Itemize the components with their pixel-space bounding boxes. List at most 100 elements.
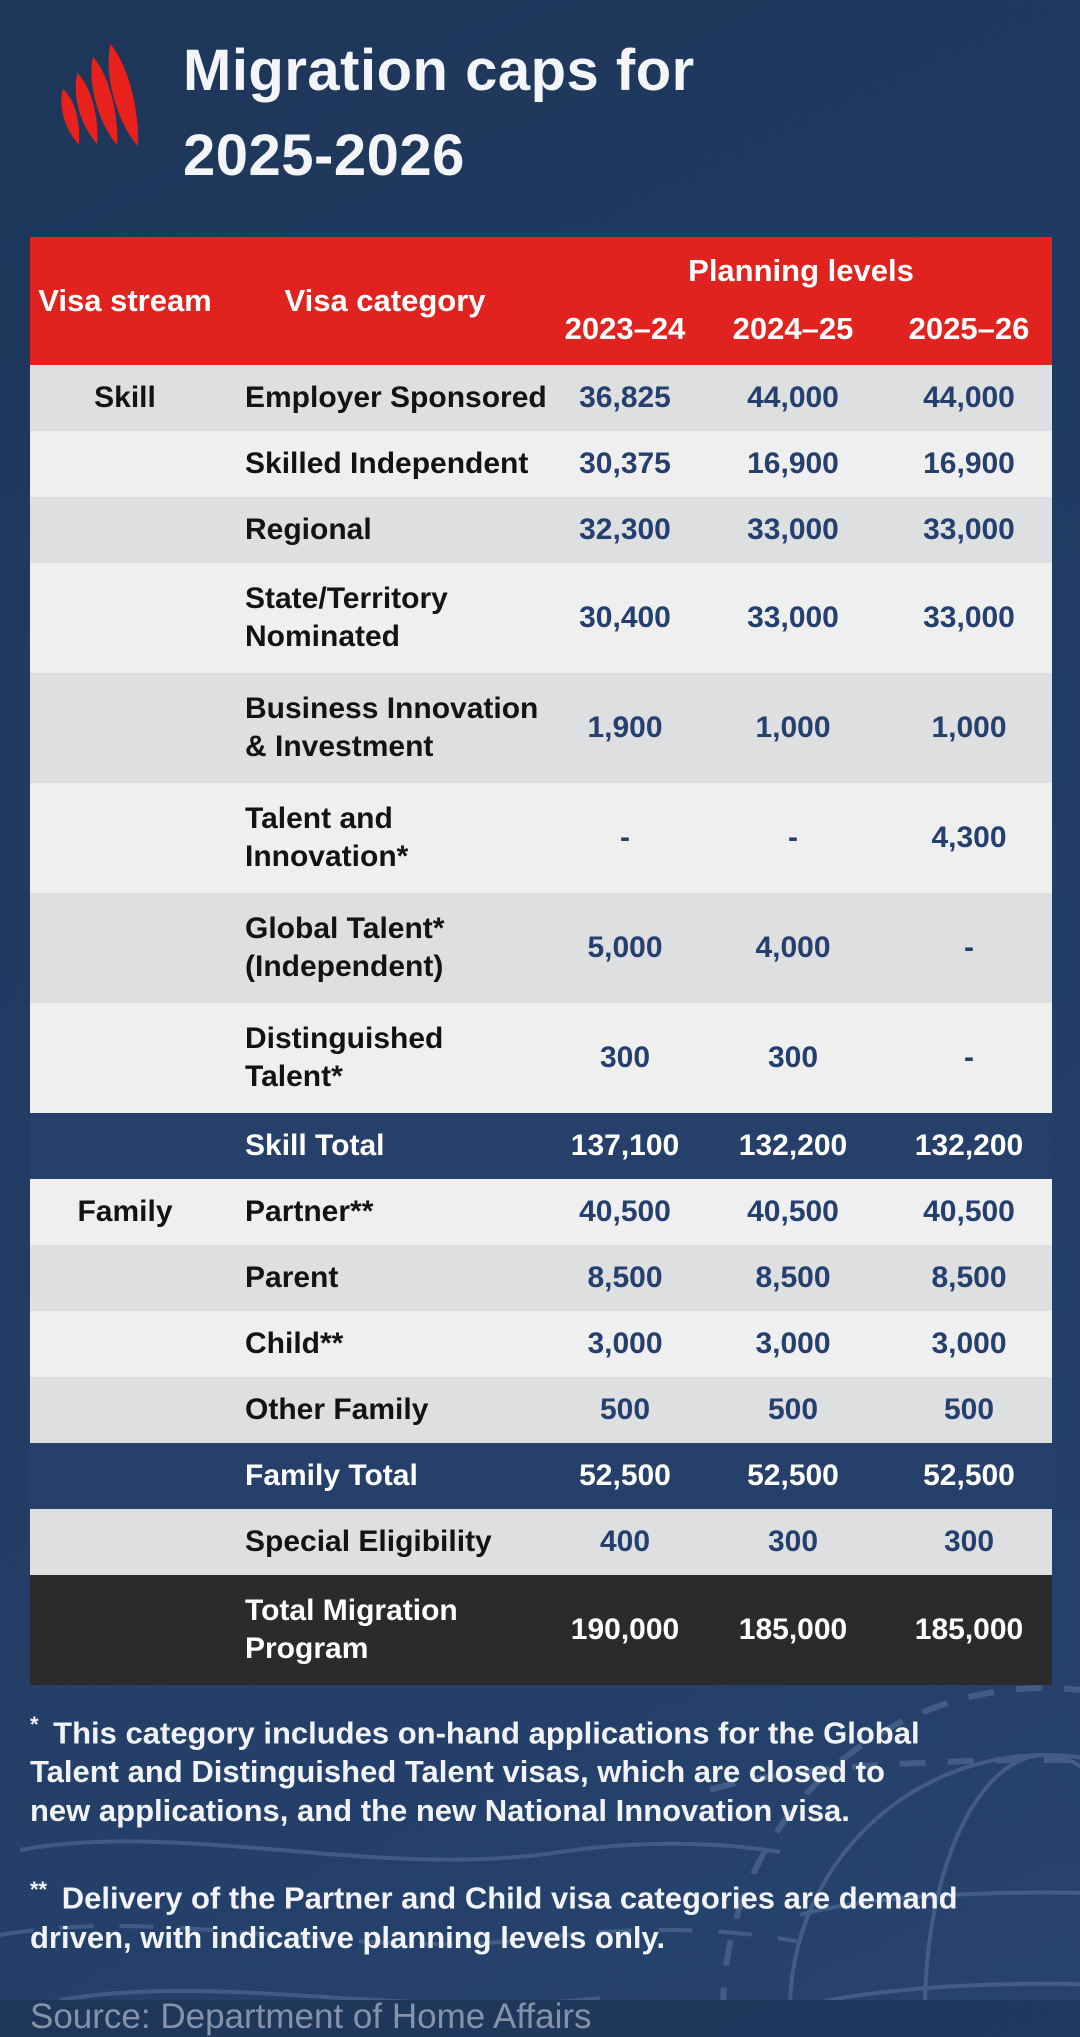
value-cell-year-2: 33,000: [923, 513, 1015, 546]
table-row: Child** 3,000 3,000 3,000: [30, 1311, 1052, 1377]
value-cell-year-2: 16,900: [923, 447, 1015, 480]
value-cell-year-1: 185,000: [738, 1613, 848, 1646]
page-title: Migration caps for 2025-2026: [183, 28, 695, 198]
value-cell-year-1: 16,900: [747, 447, 839, 480]
value-cell-year-0: 8,500: [587, 1261, 663, 1294]
value-cell-year-1: 52,500: [747, 1459, 839, 1492]
footnote-marker: **: [30, 1877, 48, 1903]
visa-category-cell: Skill Total: [245, 1129, 385, 1162]
value-cell-year-0: 137,100: [570, 1129, 680, 1162]
visa-category-cell: Regional: [245, 513, 372, 546]
value-cell-year-2: 1,000: [931, 711, 1007, 744]
value-cell-year-1: 40,500: [747, 1195, 839, 1228]
value-cell-year-1: 44,000: [747, 381, 839, 414]
value-cell-year-2: 500: [943, 1393, 995, 1426]
value-cell-year-1: 8,500: [755, 1261, 831, 1294]
visa-category-cell: Child**: [245, 1327, 344, 1360]
table-row: Regional 32,300 33,000 33,000: [30, 497, 1052, 563]
value-cell-year-0: 3,000: [587, 1327, 663, 1360]
table-row: Family Partner** 40,500 40,500 40,500: [30, 1179, 1052, 1245]
table-row: Skilled Independent 30,375 16,900 16,900: [30, 431, 1052, 497]
value-cell-year-0: 190,000: [570, 1613, 680, 1646]
value-cell-year-1: 33,000: [747, 601, 839, 634]
value-cell-year-2: 132,200: [914, 1129, 1024, 1162]
visa-category-cell: Talent and Innovation*: [245, 802, 409, 873]
sbs-logo-icon: [61, 44, 139, 147]
value-cell-year-0: 5,000: [587, 931, 663, 964]
visa-category-cell: Other Family: [245, 1393, 429, 1426]
value-cell-year-2: 4,300: [931, 821, 1007, 854]
col-header-year-2025-26: 2025–26: [908, 311, 1030, 346]
visa-category-cell: Parent: [245, 1261, 339, 1294]
footnote-marker: *: [30, 1712, 39, 1737]
value-cell-year-0: 400: [599, 1525, 651, 1558]
visa-category-cell: Total Migration Program: [245, 1594, 458, 1665]
value-cell-year-0: 30,375: [579, 447, 671, 480]
table-row: Special Eligibility 400 300 300: [30, 1509, 1052, 1575]
value-cell-year-2: 3,000: [931, 1327, 1007, 1360]
value-cell-year-0: 40,500: [579, 1195, 671, 1228]
footnote: * This category includes on-hand applica…: [30, 1712, 920, 1829]
visa-stream-cell: Skill: [94, 381, 156, 414]
visa-category-cell: Family Total: [245, 1459, 418, 1492]
value-cell-year-2: -: [964, 931, 974, 964]
table-row: State/Territory Nominated 30,400 33,000 33,…: [30, 563, 1052, 673]
col-header-year-2023-24: 2023–24: [564, 311, 686, 346]
visa-category-cell: Skilled Independent: [245, 447, 529, 480]
source-credit: Source: Department of Home Affairs: [30, 1996, 592, 2036]
value-cell-year-1: 300: [767, 1525, 819, 1558]
table-row: Business Innovation & Investment 1,900 1,0…: [30, 673, 1052, 783]
value-cell-year-1: 3,000: [755, 1327, 831, 1360]
value-cell-year-0: 30,400: [579, 601, 671, 634]
table-row: Global Talent* (Independent) 5,000 4,000 -: [30, 893, 1052, 1003]
value-cell-year-2: 300: [943, 1525, 995, 1558]
table-body: Skill Employer Sponsored 36,825 44,000 44,00…: [30, 365, 1052, 1685]
table-row: Family Total 52,500 52,500 52,500: [30, 1443, 1052, 1509]
visa-category-cell: Distinguished Talent*: [245, 1022, 444, 1093]
visa-category-cell: Employer Sponsored: [245, 381, 547, 414]
table-row: Other Family 500 500 500: [30, 1377, 1052, 1443]
visa-stream-cell: Family: [77, 1195, 173, 1228]
value-cell-year-1: -: [788, 821, 798, 854]
value-cell-year-2: 52,500: [923, 1459, 1015, 1492]
table-row: Skill Employer Sponsored 36,825 44,000 44,00…: [30, 365, 1052, 431]
migration-caps-table: Visa stream Visa category Planning level…: [30, 237, 1052, 1685]
table-row: Skill Total 137,100 132,200 132,200: [30, 1113, 1052, 1179]
value-cell-year-1: 300: [767, 1041, 819, 1074]
value-cell-year-1: 33,000: [747, 513, 839, 546]
table-header: Visa stream Visa category Planning level…: [30, 237, 1052, 365]
value-cell-year-0: 52,500: [579, 1459, 671, 1492]
value-cell-year-0: 36,825: [579, 381, 671, 414]
value-cell-year-1: 500: [767, 1393, 819, 1426]
title-line-2: 2025-2026: [183, 123, 465, 188]
col-header-visa-stream: Visa stream: [38, 283, 212, 318]
value-cell-year-2: 185,000: [914, 1613, 1024, 1646]
value-cell-year-0: 32,300: [579, 513, 671, 546]
visa-category-cell: State/Territory Nominated: [245, 582, 448, 653]
table-row: Talent and Innovation* - - 4,300: [30, 783, 1052, 893]
table-row: Parent 8,500 8,500 8,500: [30, 1245, 1052, 1311]
value-cell-year-0: -: [620, 821, 630, 854]
value-cell-year-2: 33,000: [923, 601, 1015, 634]
value-cell-year-0: 300: [599, 1041, 651, 1074]
title-line-1: Migration caps for: [183, 38, 695, 103]
value-cell-year-0: 1,900: [587, 711, 663, 744]
visa-category-cell: Partner**: [245, 1195, 374, 1228]
visa-category-cell: Global Talent* (Independent): [245, 912, 445, 983]
value-cell-year-1: 132,200: [738, 1129, 848, 1162]
table-row: Distinguished Talent* 300 300 -: [30, 1003, 1052, 1113]
value-cell-year-2: 44,000: [923, 381, 1015, 414]
value-cell-year-2: -: [964, 1041, 974, 1074]
visa-category-cell: Business Innovation & Investment: [245, 692, 539, 763]
footnote: ** Delivery of the Partner and Child vis…: [30, 1877, 958, 1955]
col-header-year-2024-25: 2024–25: [732, 311, 854, 346]
col-group-planning-levels: Planning levels: [688, 253, 914, 288]
value-cell-year-2: 8,500: [931, 1261, 1007, 1294]
table-row: Total Migration Program 190,000 185,000 185…: [30, 1575, 1052, 1685]
value-cell-year-2: 40,500: [923, 1195, 1015, 1228]
visa-category-cell: Special Eligibility: [245, 1525, 492, 1558]
col-header-visa-category: Visa category: [284, 283, 486, 318]
value-cell-year-0: 500: [599, 1393, 651, 1426]
masthead: Migration caps for 2025-2026: [45, 28, 695, 198]
value-cell-year-1: 4,000: [755, 931, 831, 964]
